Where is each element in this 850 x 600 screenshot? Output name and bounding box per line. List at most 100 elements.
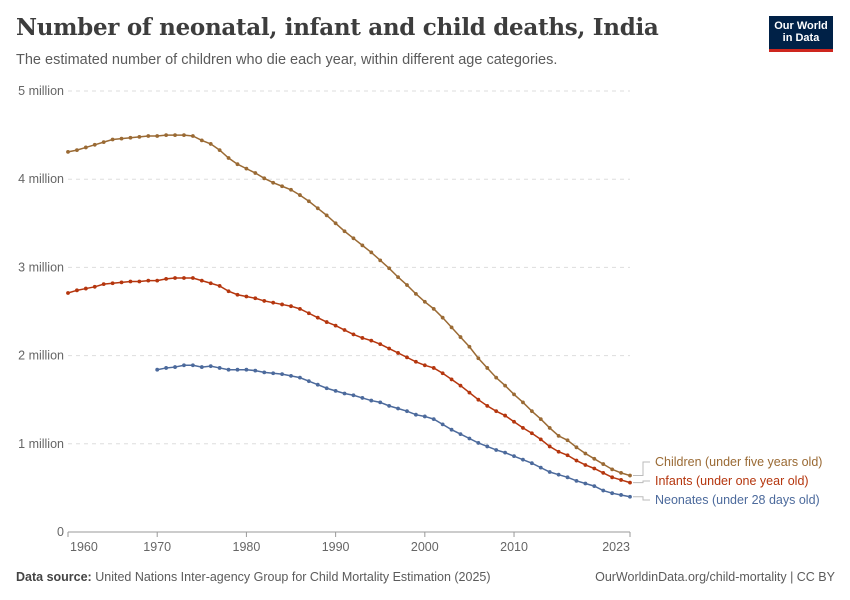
data-point bbox=[315, 315, 320, 320]
data-point bbox=[592, 456, 597, 461]
y-tick-label: 3 million bbox=[18, 260, 64, 274]
owid-logo[interactable]: Our World in Data bbox=[769, 16, 833, 52]
data-point bbox=[485, 444, 490, 449]
y-tick-label: 2 million bbox=[18, 349, 64, 363]
data-point bbox=[128, 135, 133, 140]
data-point bbox=[306, 311, 311, 316]
data-point bbox=[235, 162, 240, 167]
data-point bbox=[494, 448, 499, 452]
data-point bbox=[92, 142, 97, 147]
data-point bbox=[110, 137, 115, 142]
data-point bbox=[556, 472, 561, 477]
y-tick-label: 1 million bbox=[18, 437, 64, 451]
data-point bbox=[422, 363, 427, 368]
data-point bbox=[538, 417, 543, 422]
data-point bbox=[458, 335, 463, 339]
data-point bbox=[610, 467, 615, 472]
data-point bbox=[173, 133, 177, 138]
data-point bbox=[405, 283, 409, 287]
data-point bbox=[262, 370, 267, 375]
data-point bbox=[119, 136, 124, 141]
data-point bbox=[503, 450, 508, 455]
data-point bbox=[280, 372, 284, 377]
data-point bbox=[378, 258, 383, 263]
data-point bbox=[66, 291, 70, 295]
data-point bbox=[467, 436, 472, 441]
data-point bbox=[280, 302, 284, 307]
data-point bbox=[226, 289, 231, 294]
chart-title: Number of neonatal, infant and child dea… bbox=[16, 14, 659, 41]
data-point bbox=[512, 454, 516, 459]
data-point bbox=[574, 478, 579, 483]
data-point bbox=[280, 184, 284, 189]
data-point bbox=[298, 375, 302, 380]
data-point bbox=[199, 365, 204, 369]
data-point bbox=[190, 363, 195, 368]
y-tick-label: 5 million bbox=[18, 84, 64, 98]
data-point bbox=[422, 299, 427, 304]
data-point bbox=[119, 280, 124, 285]
data-point bbox=[414, 291, 418, 296]
data-point bbox=[182, 133, 186, 138]
data-point bbox=[369, 250, 374, 255]
data-point bbox=[378, 400, 383, 405]
y-tick-label: 0 bbox=[57, 525, 64, 539]
data-point bbox=[342, 328, 347, 332]
data-point bbox=[619, 471, 623, 475]
data-point bbox=[253, 296, 258, 301]
data-point bbox=[449, 325, 454, 330]
label-connector bbox=[633, 461, 650, 477]
data-point bbox=[324, 386, 329, 391]
data-point bbox=[253, 368, 258, 373]
data-point bbox=[369, 338, 374, 343]
y-tick-label: 4 million bbox=[18, 172, 64, 186]
data-point bbox=[333, 388, 338, 393]
x-tick-label: 1990 bbox=[322, 540, 350, 554]
data-point bbox=[83, 286, 88, 291]
data-point bbox=[146, 134, 151, 138]
data-point bbox=[405, 355, 409, 360]
data-point bbox=[173, 365, 177, 369]
data-point bbox=[351, 393, 356, 398]
data-point bbox=[110, 281, 115, 286]
data-point bbox=[342, 391, 347, 396]
data-point bbox=[565, 438, 570, 443]
data-point bbox=[503, 383, 508, 388]
data-point bbox=[387, 266, 392, 271]
data-point bbox=[271, 180, 276, 185]
data-point bbox=[208, 142, 213, 146]
data-point bbox=[556, 449, 561, 454]
data-point bbox=[583, 463, 588, 467]
data-point bbox=[529, 409, 534, 414]
data-source-text[interactable]: United Nations Inter-agency Group for Ch… bbox=[95, 570, 491, 584]
data-point bbox=[342, 229, 347, 234]
data-point bbox=[235, 367, 240, 372]
data-point bbox=[547, 470, 552, 474]
data-point bbox=[449, 377, 454, 382]
data-point bbox=[75, 148, 79, 152]
data-point bbox=[476, 397, 481, 402]
data-point bbox=[298, 193, 302, 197]
label-connector bbox=[633, 496, 650, 501]
data-point bbox=[235, 292, 240, 297]
data-point bbox=[396, 351, 400, 355]
data-point bbox=[164, 366, 169, 370]
series-line-2 bbox=[157, 364, 631, 498]
data-point bbox=[244, 166, 249, 171]
data-point bbox=[128, 279, 133, 284]
data-point bbox=[538, 465, 543, 470]
data-point bbox=[458, 383, 463, 388]
data-point bbox=[155, 278, 160, 283]
data-point bbox=[529, 461, 534, 466]
data-point bbox=[360, 396, 365, 400]
series-label: Neonates (under 28 days old) bbox=[655, 493, 820, 507]
data-point bbox=[583, 481, 588, 486]
data-point bbox=[512, 419, 516, 424]
footer-link[interactable]: OurWorldinData.org/child-mortality | CC … bbox=[595, 570, 835, 584]
data-point bbox=[155, 134, 160, 138]
data-point bbox=[351, 332, 356, 337]
data-point bbox=[601, 471, 606, 475]
data-point bbox=[476, 441, 481, 445]
data-point bbox=[414, 359, 418, 364]
data-point bbox=[244, 294, 249, 299]
